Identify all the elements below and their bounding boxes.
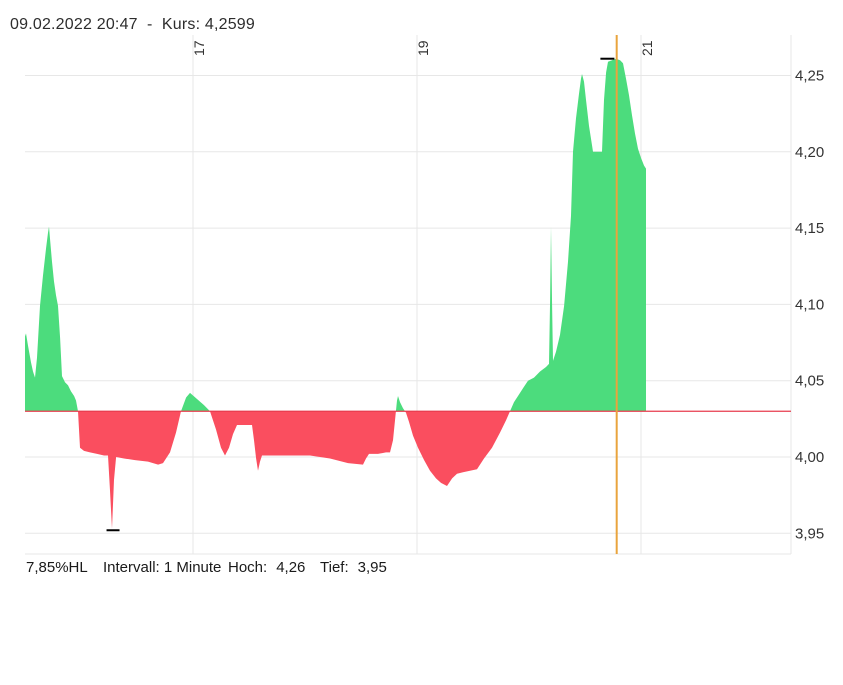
chart-footer: 7,85%HL Intervall: 1 Minute Hoch: 4,26 Ti… xyxy=(0,559,843,579)
x-axis-tick-label: 17 xyxy=(191,40,207,56)
low-group: Tief: 3,95 xyxy=(320,559,387,576)
quote-header: 09.02.2022 20:47 - Kurs: 4,2599 xyxy=(10,16,255,33)
high-label: Hoch: xyxy=(228,559,268,576)
low-label: Tief: xyxy=(320,559,349,576)
x-axis-tick-label: 21 xyxy=(639,40,655,56)
gridlines xyxy=(25,35,792,555)
area-below-baseline xyxy=(78,411,510,529)
y-axis-tick-label: 4,25 xyxy=(795,68,824,85)
y-axis-tick-label: 4,20 xyxy=(795,144,824,161)
y-axis-tick-label: 3,95 xyxy=(795,525,824,542)
interval-label: Intervall: 1 Minute xyxy=(103,559,222,576)
low-value: 3,95 xyxy=(357,559,387,576)
range-percent-label: 7,85%HL xyxy=(26,559,88,576)
high-group: Hoch: 4,26 xyxy=(228,559,305,576)
area-above-baseline xyxy=(25,58,646,412)
x-axis-tick-label: 19 xyxy=(415,40,431,56)
y-axis-tick-label: 4,10 xyxy=(795,296,824,313)
y-axis-tick-label: 4,15 xyxy=(795,220,824,237)
y-axis-tick-label: 4,00 xyxy=(795,449,824,466)
y-axis-tick-label: 4,05 xyxy=(795,373,824,390)
high-value: 4,26 xyxy=(276,559,306,576)
